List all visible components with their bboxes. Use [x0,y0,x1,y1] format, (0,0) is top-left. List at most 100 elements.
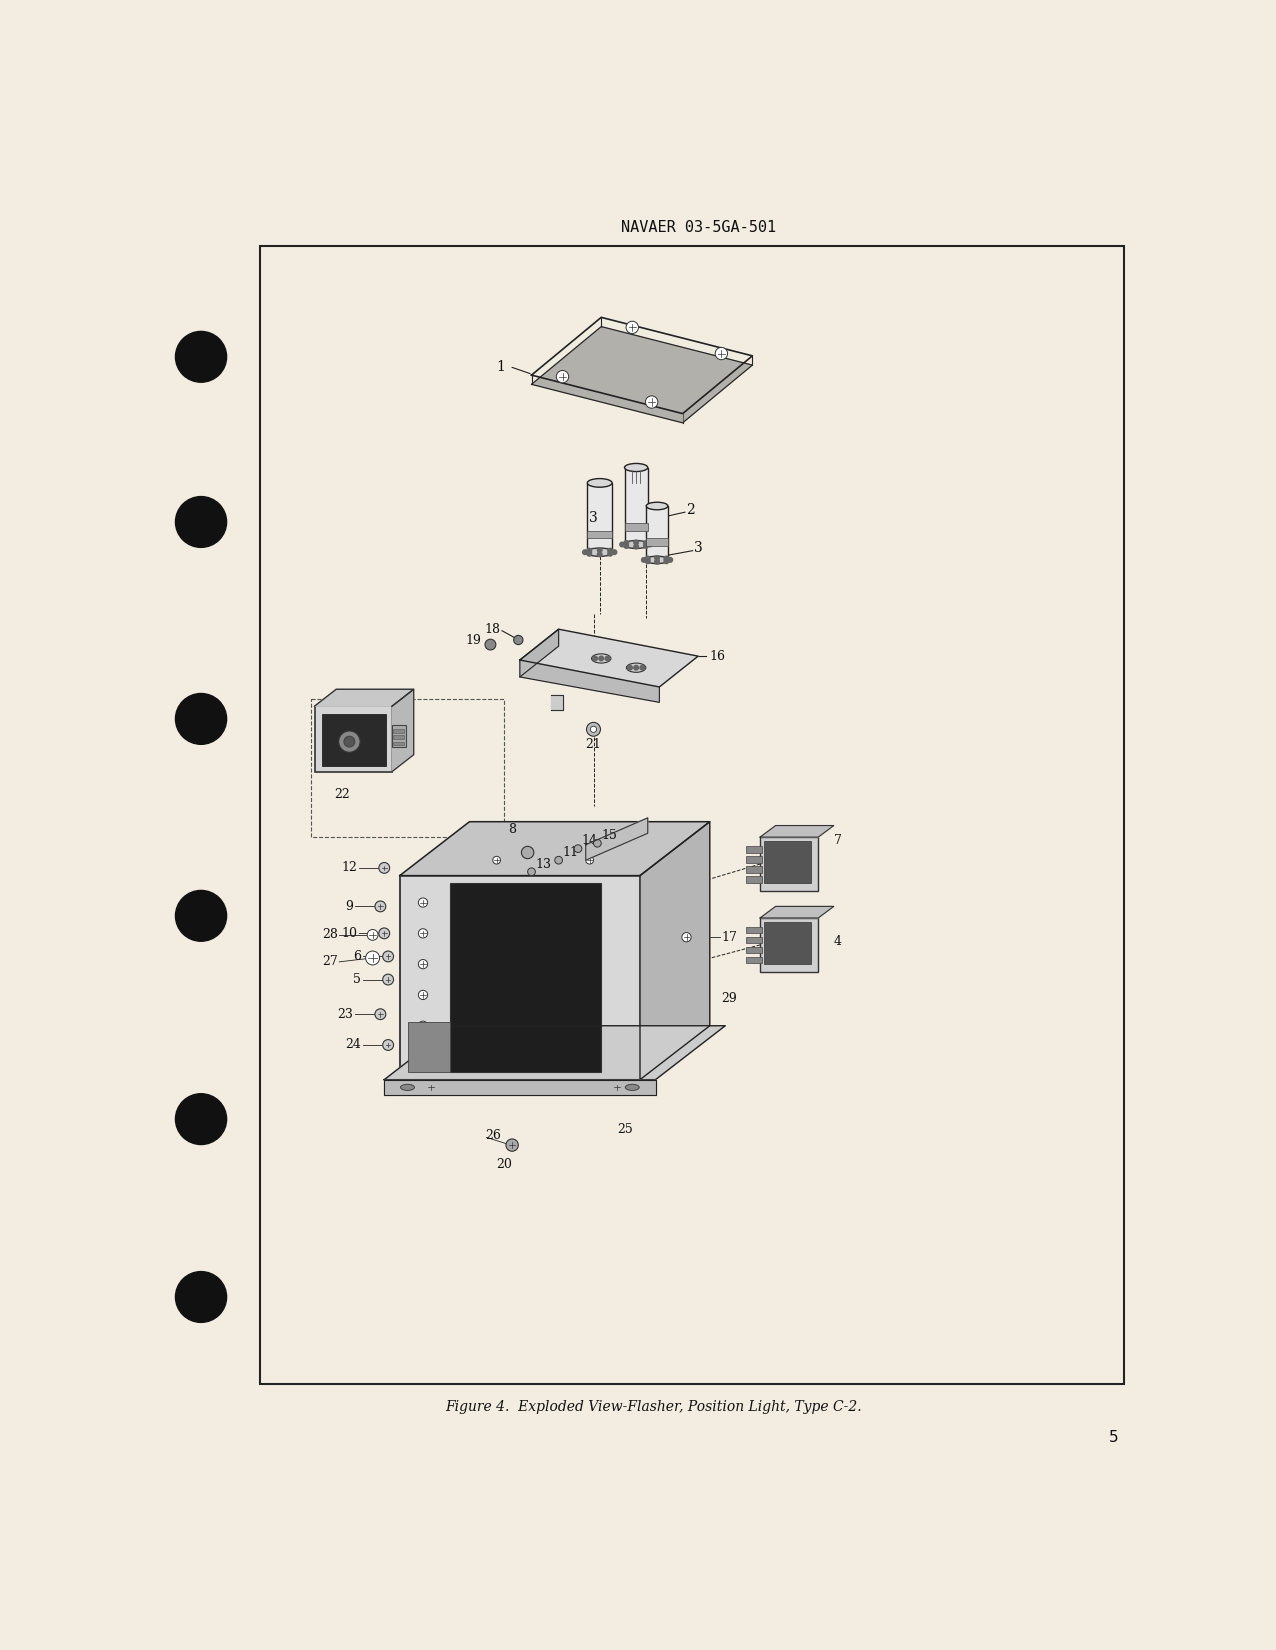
Text: 12: 12 [341,861,357,875]
Polygon shape [532,327,753,422]
Polygon shape [641,822,709,1079]
Polygon shape [551,695,563,710]
Bar [587,531,612,538]
Text: 5: 5 [353,974,361,987]
Text: 1: 1 [496,360,505,375]
Text: 9: 9 [346,899,353,912]
Bar [760,837,818,891]
Circle shape [379,863,389,873]
Circle shape [176,1272,227,1322]
Text: NAVAER 03-5GA-501: NAVAER 03-5GA-501 [621,219,776,234]
Text: Figure 4.  Exploded View-Flasher, Position Light, Type C-2.: Figure 4. Exploded View-Flasher, Positio… [445,1399,863,1414]
Circle shape [598,657,604,660]
Text: 2: 2 [686,503,695,516]
Text: 19: 19 [466,634,481,647]
Circle shape [583,549,587,554]
Circle shape [176,1094,227,1145]
Circle shape [380,865,388,871]
Circle shape [379,927,389,939]
Circle shape [375,901,385,912]
Circle shape [345,736,355,747]
Circle shape [597,548,602,553]
Polygon shape [392,690,413,772]
Bar [746,856,762,863]
Text: 5: 5 [1109,1431,1119,1445]
Circle shape [664,559,669,564]
Circle shape [641,665,644,670]
Text: 24: 24 [345,1038,361,1051]
Bar [393,736,403,739]
Text: 18: 18 [485,622,500,635]
Circle shape [508,1140,517,1150]
Circle shape [376,1010,384,1018]
Polygon shape [519,629,559,676]
Circle shape [612,549,616,554]
Circle shape [383,974,393,985]
Circle shape [655,559,660,564]
Text: 21: 21 [586,738,601,751]
Bar [746,957,762,964]
Circle shape [384,1041,392,1049]
Circle shape [607,551,612,556]
Polygon shape [314,690,413,706]
Bar [646,538,667,546]
Circle shape [375,1008,385,1020]
Text: 7: 7 [833,835,842,848]
Circle shape [643,541,648,546]
Circle shape [485,639,496,650]
Text: 6: 6 [353,950,361,964]
Bar [746,927,762,934]
Circle shape [176,332,227,383]
Text: 15: 15 [601,828,616,842]
Text: 23: 23 [337,1008,353,1021]
Polygon shape [760,825,833,837]
Bar [310,698,504,837]
Circle shape [612,1082,621,1092]
Circle shape [338,731,360,752]
Circle shape [634,544,638,549]
Text: 10: 10 [341,927,357,940]
Text: 14: 14 [582,835,597,848]
Bar [764,922,810,964]
Bar [624,467,648,544]
Circle shape [605,657,610,660]
Circle shape [587,548,592,553]
Bar [646,507,667,559]
Bar [746,866,762,873]
Circle shape [642,558,646,563]
Text: 3: 3 [694,541,703,556]
Bar [323,714,385,766]
Circle shape [643,543,648,548]
Bar [393,741,403,746]
Ellipse shape [623,541,649,548]
Text: 3: 3 [588,510,597,525]
Ellipse shape [401,1084,415,1091]
Text: 29: 29 [721,992,738,1005]
Polygon shape [384,1079,656,1096]
Bar [746,846,762,853]
Circle shape [383,1040,393,1051]
Text: 28: 28 [322,929,338,942]
Circle shape [607,548,612,553]
Ellipse shape [646,502,667,510]
Text: 25: 25 [616,1124,633,1137]
Polygon shape [384,1026,725,1079]
Circle shape [627,322,638,333]
Circle shape [419,898,427,908]
Circle shape [634,540,638,545]
Ellipse shape [627,663,646,672]
Ellipse shape [592,653,611,663]
Circle shape [380,929,388,937]
Circle shape [383,950,393,962]
Bar [260,246,1124,1384]
Circle shape [648,543,652,546]
Circle shape [522,846,533,858]
Circle shape [597,553,602,556]
Circle shape [505,1138,518,1152]
Circle shape [593,657,597,660]
Text: 26: 26 [485,1129,501,1142]
Circle shape [419,990,427,1000]
Text: 22: 22 [334,789,350,802]
Bar [764,842,810,883]
Bar [392,726,406,747]
